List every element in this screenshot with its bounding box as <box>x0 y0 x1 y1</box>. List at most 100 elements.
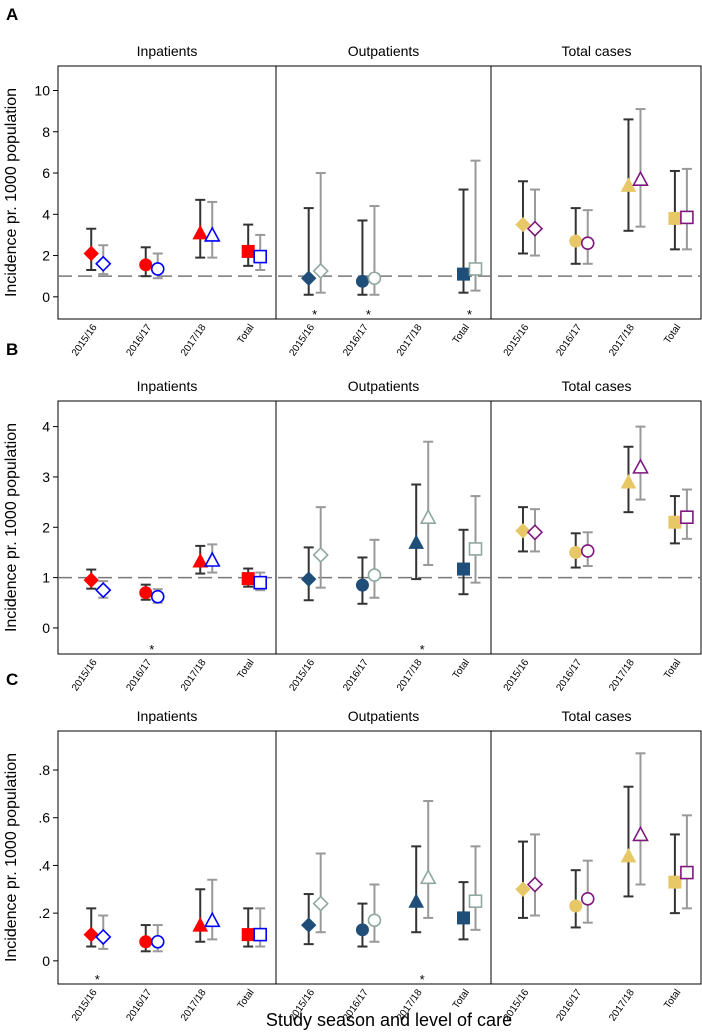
x-tick-label: Total <box>662 657 683 681</box>
significance-star: * <box>149 642 154 657</box>
y-axis-title: Incidence pr. 1000 population <box>3 423 20 632</box>
y-tick-label: .2 <box>38 905 50 921</box>
x-tick-label: 2017/18 <box>179 657 209 693</box>
data-point-diamond-filled <box>300 917 317 933</box>
facet-title: Inpatients <box>137 708 198 724</box>
y-tick-label: 2 <box>42 519 50 535</box>
x-axis-title: Study season and level of care <box>266 1010 512 1030</box>
data-point-triangle-open <box>632 170 649 187</box>
y-tick-label: 8 <box>42 124 50 140</box>
data-point-circle-filled <box>139 586 153 600</box>
x-tick-label: 2017/18 <box>607 322 637 358</box>
data-point-diamond-filled <box>83 926 99 943</box>
x-tick-label: Total <box>451 322 472 346</box>
data-point-circle-open <box>580 236 595 250</box>
x-tick-label: 2015/16 <box>502 322 532 358</box>
facet-title: Inpatients <box>137 43 198 59</box>
data-point-triangle-open <box>203 226 221 242</box>
data-point-circle-filled <box>569 545 583 559</box>
data-point-square-filled <box>668 211 682 225</box>
data-point-square-open <box>253 249 267 264</box>
data-point-triangle-open <box>419 868 437 885</box>
data-point-diamond-filled <box>83 572 99 588</box>
facet-title: Total cases <box>561 708 631 724</box>
x-tick-label: 2017/18 <box>395 657 425 693</box>
facet-title: Inpatients <box>137 378 198 394</box>
x-tick-label: 2016/17 <box>554 322 584 358</box>
data-point-diamond-open <box>312 262 329 280</box>
significance-star: * <box>420 972 425 987</box>
y-tick-label: 0 <box>42 620 50 636</box>
x-tick-label: 2017/18 <box>607 987 637 1023</box>
y-tick-label: 6 <box>42 165 50 181</box>
panel-letter-C: C <box>6 670 18 689</box>
data-point-circle-filled <box>139 935 153 949</box>
panel-C: C Inpatients Outpatients Total cases 0 .2 .4 .6… <box>3 670 702 1023</box>
y-tick-label: 4 <box>42 206 50 222</box>
x-tick-label: 2015/16 <box>287 657 317 693</box>
plot-frame <box>57 400 702 655</box>
panel-B: B Inpatients Outpatients Total cases 0 1 2 3 4 In… <box>3 340 702 693</box>
x-tick-label: 2015/16 <box>502 657 532 693</box>
x-tick-label: Total <box>662 322 683 346</box>
data-point-diamond-filled <box>300 270 317 286</box>
data-point-diamond-filled <box>300 571 317 587</box>
data-point-circle-filled <box>355 578 369 592</box>
data-point-square-filled <box>668 875 682 889</box>
x-tick-label: 2015/16 <box>70 987 100 1023</box>
data-point-circle-filled <box>569 234 583 248</box>
data-point-diamond-open <box>526 876 544 893</box>
facet-title: Total cases <box>561 43 631 59</box>
data-point-square-open <box>253 575 267 590</box>
significance-star: * <box>95 972 100 987</box>
x-tick-label: Total <box>451 987 472 1011</box>
data-point-square-open <box>468 894 483 909</box>
panel-A: A Inpatients Outpatients Total cases 0 2 4 6 8 10… <box>3 5 702 358</box>
data-point-triangle-open <box>632 458 649 474</box>
facet-title: Outpatients <box>348 43 420 59</box>
data-point-triangle-open <box>203 551 221 567</box>
x-tick-label: 2016/17 <box>554 987 584 1023</box>
data-point-diamond-open <box>312 546 329 564</box>
data-point-square-filled <box>668 515 682 529</box>
data-point-triangle-open <box>203 911 221 928</box>
data-point-triangle-open <box>419 508 437 525</box>
data-point-square-open <box>468 542 483 556</box>
data-point-square-open <box>680 865 694 880</box>
x-tick-label: 2016/17 <box>341 657 371 693</box>
plot-frame <box>57 65 702 320</box>
y-tick-label: 0 <box>42 289 50 305</box>
data-point-triangle-filled <box>620 473 637 489</box>
data-point-diamond-open <box>95 255 112 272</box>
data-point-circle-filled <box>569 899 583 913</box>
x-tick-label: Total <box>451 657 472 681</box>
significance-star: * <box>312 307 317 322</box>
y-tick-label: 3 <box>42 469 50 485</box>
x-tick-label: 2015/16 <box>287 322 317 358</box>
y-tick-label: .4 <box>38 857 50 873</box>
data-point-diamond-open <box>95 928 112 946</box>
y-tick-label: 0 <box>42 953 50 969</box>
facet-title: Outpatients <box>348 378 420 394</box>
data-point-square-filled <box>457 911 470 925</box>
data-point-square-filled <box>241 928 255 942</box>
data-point-circle-filled <box>355 274 369 288</box>
data-point-triangle-filled <box>620 847 637 863</box>
x-tick-label: 2016/17 <box>124 657 154 693</box>
y-tick-label: .6 <box>38 810 50 826</box>
data-point-square-filled <box>457 267 470 281</box>
panel-letter-B: B <box>6 340 18 359</box>
x-tick-label: 2016/17 <box>124 322 154 358</box>
data-point-square-open <box>468 262 483 276</box>
significance-star: * <box>420 642 425 657</box>
data-point-square-open <box>680 210 694 225</box>
facet-title: Total cases <box>561 378 631 394</box>
x-tick-label: 2017/18 <box>395 322 425 358</box>
y-axis-title: Incidence pr. 1000 population <box>3 88 20 297</box>
x-tick-label: 2017/18 <box>179 322 209 358</box>
y-tick-label: .8 <box>38 762 50 778</box>
data-point-circle-open <box>367 913 382 928</box>
data-point-circle-open <box>150 589 165 604</box>
